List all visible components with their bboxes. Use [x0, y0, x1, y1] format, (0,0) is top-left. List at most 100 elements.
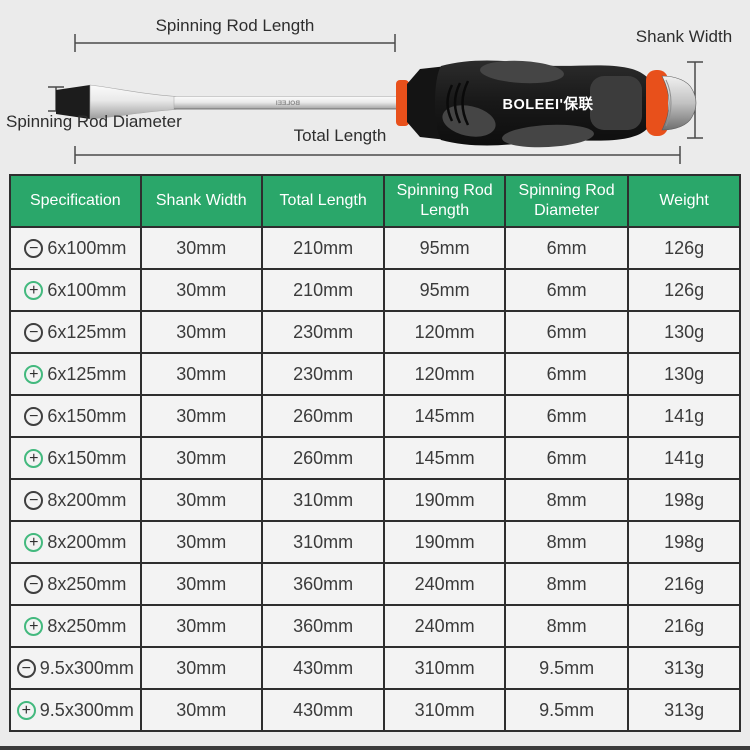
rod-length-value: 310mm — [383, 646, 506, 690]
dimension-lines — [48, 34, 703, 164]
col-header-specification: Specification — [9, 174, 142, 228]
col-header-weight: Weight — [627, 174, 741, 228]
total-length-label: Total Length — [293, 126, 387, 145]
spec-value: 8x250mm — [47, 574, 127, 595]
spec-value: 6x125mm — [47, 364, 127, 385]
shank-width-value: 30mm — [139, 688, 263, 732]
shank-width-value: 30mm — [139, 562, 263, 606]
front-orange-ring — [396, 80, 409, 126]
blade-tip — [56, 85, 90, 119]
shank-width-value: 30mm — [139, 646, 263, 690]
weight-value: 130g — [627, 310, 741, 354]
weight-value: 141g — [627, 394, 741, 438]
rod-length-value: 145mm — [383, 436, 506, 480]
spec-value: 9.5x300mm — [39, 658, 134, 679]
total-length-value: 210mm — [260, 226, 386, 270]
total-length-value: 210mm — [260, 268, 386, 312]
table-row: − 8x200mm 30mm 310mm 190mm 8mm 198g — [9, 478, 741, 522]
end-cap — [661, 75, 697, 131]
spec-value: 8x200mm — [47, 532, 127, 553]
spinning-rod-diameter-label: Spinning Rod Diameter — [6, 112, 182, 131]
rod-length-value: 95mm — [383, 268, 506, 312]
total-length-value: 230mm — [260, 352, 386, 396]
rod-diameter-value: 8mm — [503, 604, 630, 648]
phillips-tip-icon: + — [24, 281, 44, 301]
next-section-edge — [0, 746, 750, 750]
rod-diameter-value: 6mm — [503, 394, 630, 438]
spec-value: 6x150mm — [47, 406, 127, 427]
table-row: − 6x100mm 30mm 210mm 95mm 6mm 126g — [9, 226, 741, 270]
rod-length-value: 240mm — [383, 604, 506, 648]
table-row: + 9.5x300mm 30mm 430mm 310mm 9.5mm 313g — [9, 688, 741, 732]
spec-table-container: Specification Shank Width Total Length S… — [0, 174, 750, 732]
shank-width-value: 30mm — [139, 268, 263, 312]
slotted-tip-icon: − — [24, 239, 44, 259]
spec-value: 8x200mm — [47, 490, 127, 511]
weight-value: 126g — [627, 226, 741, 270]
total-length-value: 360mm — [260, 562, 386, 606]
phillips-tip-icon: + — [24, 449, 44, 469]
rod-diameter-value: 6mm — [503, 268, 630, 312]
rod-diameter-value: 6mm — [503, 226, 630, 270]
total-length-value: 430mm — [260, 688, 386, 732]
rod-diameter-value: 9.5mm — [503, 646, 630, 690]
col-header-total-length: Total Length — [260, 174, 386, 228]
shank-width-label: Shank Width — [635, 27, 733, 46]
weight-value: 216g — [627, 562, 741, 606]
slotted-tip-icon: − — [24, 575, 44, 595]
handle-brand-text: BOLEEI'保联 — [503, 95, 594, 113]
rod-diameter-value: 8mm — [503, 520, 630, 564]
spec-value: 8x250mm — [47, 616, 127, 637]
col-header-spinning-rod-length: Spinning Rod Length — [383, 174, 506, 228]
spec-value: 6x150mm — [47, 448, 127, 469]
rod-length-value: 120mm — [383, 352, 506, 396]
weight-value: 313g — [627, 688, 741, 732]
rod-length-value: 240mm — [383, 562, 506, 606]
shank-width-value: 30mm — [139, 310, 263, 354]
shank-width-value: 30mm — [139, 436, 263, 480]
rod-length-value: 190mm — [383, 478, 506, 522]
weight-value: 198g — [627, 520, 741, 564]
rod-diameter-value: 8mm — [503, 478, 630, 522]
slotted-tip-icon: − — [16, 659, 36, 679]
table-row: − 6x125mm 30mm 230mm 120mm 6mm 130g — [9, 310, 741, 354]
table-row: − 8x250mm 30mm 360mm 240mm 8mm 216g — [9, 562, 741, 606]
table-row: − 9.5x300mm 30mm 430mm 310mm 9.5mm 313g — [9, 646, 741, 690]
rod-length-value: 145mm — [383, 394, 506, 438]
spec-value: 9.5x300mm — [39, 700, 134, 721]
slotted-tip-icon: − — [24, 323, 44, 343]
shank-width-value: 30mm — [139, 478, 263, 522]
rod-length-value: 310mm — [383, 688, 506, 732]
phillips-tip-icon: + — [24, 533, 44, 553]
total-length-value: 310mm — [260, 478, 386, 522]
weight-value: 198g — [627, 478, 741, 522]
spec-value: 6x100mm — [47, 280, 127, 301]
total-length-value: 310mm — [260, 520, 386, 564]
weight-value: 126g — [627, 268, 741, 312]
grip-inserts — [442, 60, 642, 148]
table-row: − 6x150mm 30mm 260mm 145mm 6mm 141g — [9, 394, 741, 438]
rear-orange-ring — [646, 70, 668, 136]
slotted-tip-icon: − — [24, 491, 44, 511]
rod-length-value: 95mm — [383, 226, 506, 270]
col-header-spinning-rod-diameter: Spinning Rod Diameter — [503, 174, 630, 228]
screwdriver-diagram: BOLEEI BOLEEI'保联 Spinning Rod Length Sha… — [0, 0, 750, 174]
total-length-value: 260mm — [260, 394, 386, 438]
total-length-value: 360mm — [260, 604, 386, 648]
weight-value: 313g — [627, 646, 741, 690]
slotted-tip-icon: − — [24, 407, 44, 427]
table-row: + 6x150mm 30mm 260mm 145mm 6mm 141g — [9, 436, 741, 480]
spec-value: 6x125mm — [47, 322, 127, 343]
col-header-shank-width: Shank Width — [139, 174, 263, 228]
spinning-rod-length-label: Spinning Rod Length — [155, 16, 315, 35]
shank-width-value: 30mm — [139, 226, 263, 270]
shank-width-value: 30mm — [139, 520, 263, 564]
weight-value: 130g — [627, 352, 741, 396]
total-length-value: 260mm — [260, 436, 386, 480]
screwdriver-illustration: BOLEEI BOLEEI'保联 — [48, 34, 703, 164]
shank-width-value: 30mm — [139, 604, 263, 648]
weight-value: 141g — [627, 436, 741, 480]
rod-diameter-value: 8mm — [503, 562, 630, 606]
table-header-row: Specification Shank Width Total Length S… — [9, 174, 741, 228]
rod-diameter-value: 6mm — [503, 310, 630, 354]
